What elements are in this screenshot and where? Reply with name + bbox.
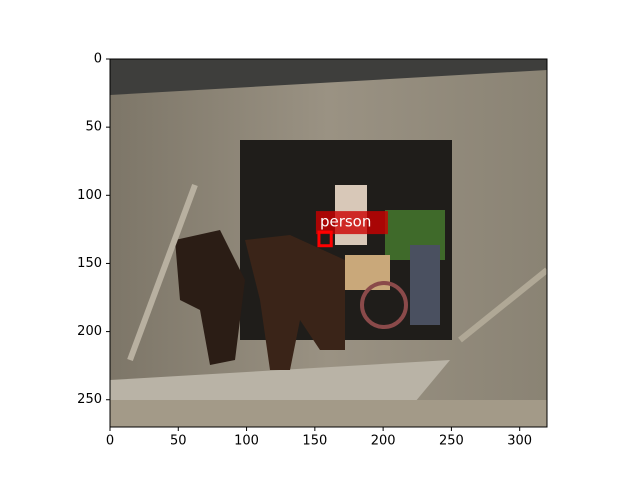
axes-frame: [109, 58, 548, 428]
bounding-box: [317, 230, 333, 248]
x-tick-label: 300: [507, 434, 532, 449]
y-tick-label: 50: [85, 120, 102, 135]
x-tick-label: 100: [234, 434, 259, 449]
box-label: person: [320, 213, 371, 231]
y-tick-label: 250: [77, 392, 102, 407]
x-tick-label: 200: [371, 434, 396, 449]
y-tick-label: 100: [77, 188, 102, 203]
photo: [110, 59, 547, 427]
x-tick-label: 250: [439, 434, 464, 449]
label-background: [315, 211, 388, 235]
y-tick-label: 150: [77, 256, 102, 271]
y-tick-label: 200: [77, 324, 102, 339]
x-tick-label: 150: [302, 434, 327, 449]
x-tick-label: 0: [106, 434, 114, 449]
x-tick-label: 50: [170, 434, 187, 449]
y-tick-label: 0: [94, 52, 102, 67]
